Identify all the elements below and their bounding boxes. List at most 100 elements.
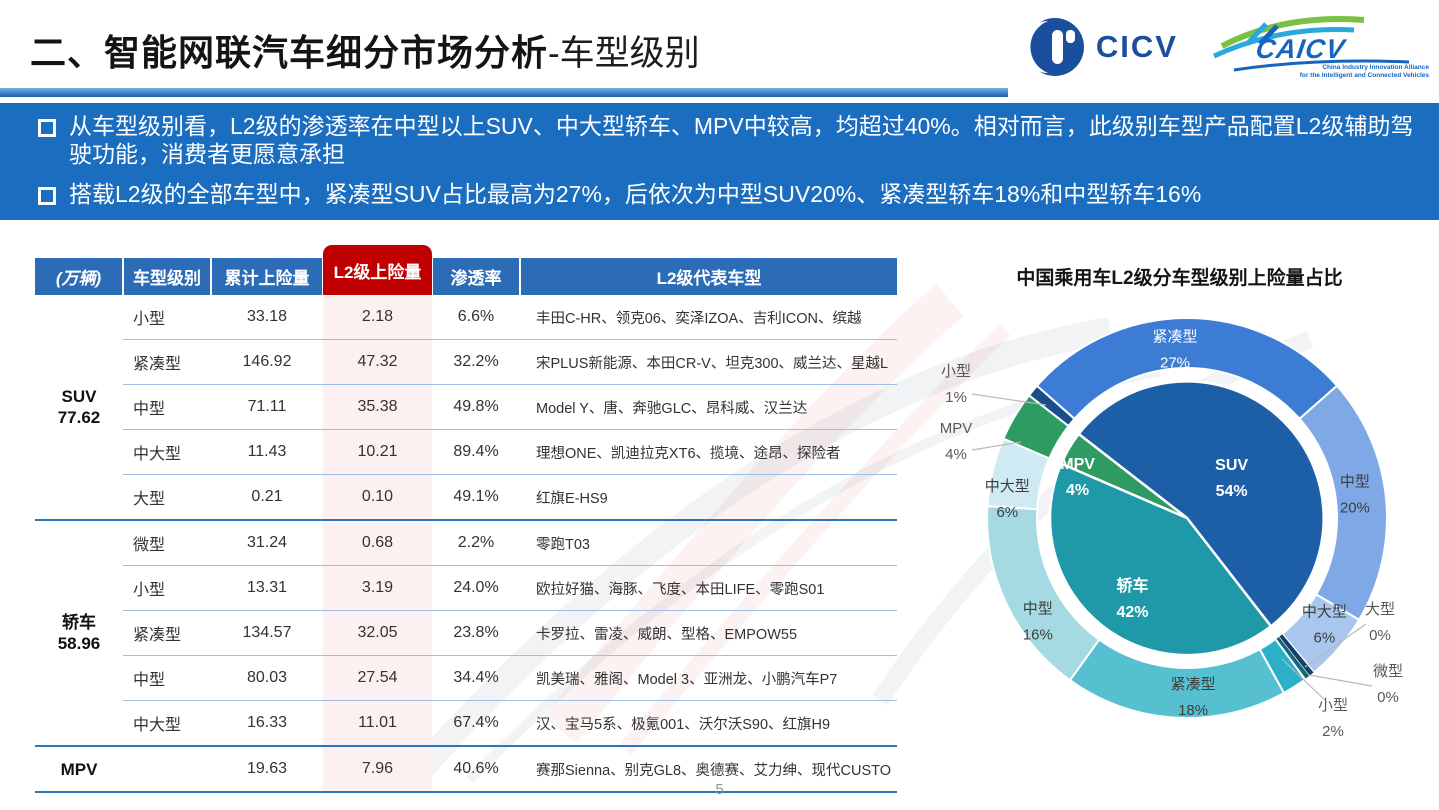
outer-label-紧凑型-18%: 18% (1178, 702, 1208, 719)
outer-label-中大型-6%: 6% (996, 504, 1018, 521)
leader-line-小型 (1281, 658, 1328, 703)
leader-line-微型 (1308, 674, 1373, 687)
outer-label-紧凑型-27%: 27% (1160, 354, 1190, 371)
l2-cell: 3.19 (323, 565, 432, 611)
donut-chart: 小型 1% 紧凑型 27% 中型 20% 中大型 6% 大型 0% 微型 0% 小型 2% 紧凑型 18% 中型… (940, 317, 1403, 740)
table-body: SUV 77.62 小型 33.18 2.18 6.6% 丰田C-HR、领克06、奕泽IZO… (35, 295, 897, 793)
col-header-vehicle-class: 车型级别 (122, 258, 211, 295)
caicv-logo-text: CAICV (1253, 34, 1348, 64)
cumulative-cell: 80.03 (211, 655, 323, 701)
group-label: MPV (35, 746, 123, 793)
models-cell: 丰田C-HR、领克06、奕泽IZOA、吉利ICON、缤越 (520, 295, 897, 340)
vehicle-class-cell (123, 746, 211, 793)
table-row: MPV 19.63 7.96 40.6% 赛那Sienna、别克GL8、奥德赛、艾力绅、… (35, 746, 897, 793)
table-row: SUV 77.62 小型 33.18 2.18 6.6% 丰田C-HR、领克06、奕泽IZO… (35, 295, 897, 521)
models-cell: 红旗E-HS9 (520, 474, 897, 521)
table-row: 小型 13.31 3.19 24.0% 欧拉好猫、海豚、飞度、本田LIFE、零跑S01 (35, 565, 897, 611)
vehicle-class-cell: 紧凑型 (123, 610, 211, 656)
caicv-logo: CAICV China Industry Innovation Alliance… (1204, 12, 1429, 82)
outer-label-紧凑型-27%: 紧凑型 (1152, 328, 1197, 345)
leader-line-小型 (971, 393, 1047, 406)
cumulative-cell: 31.24 (211, 520, 323, 566)
models-cell: 赛那Sienna、别克GL8、奥德赛、艾力绅、现代CUSTO (520, 746, 897, 793)
outer-label-微型-0%: 0% (1377, 689, 1399, 706)
l2-cell: 27.54 (323, 655, 432, 701)
outer-label-小型-1%: 小型 (941, 363, 971, 380)
outer-label-微型-0%: 微型 (1373, 663, 1403, 680)
col-header-cumulative: 累计上险量 (210, 258, 323, 295)
chart-panel: 中国乘用车L2级分车型级别上险量占比 小型 1% 紧凑型 27% 中型 20% 中大型 6% 大… (920, 255, 1439, 806)
col-header-penetration: 渗透率 (431, 258, 520, 295)
table-row: 大型 0.21 0.10 49.1% 红旗E-HS9 (35, 474, 897, 521)
outer-label-中型-20%: 20% (1340, 499, 1370, 516)
l2-cell: 35.38 (323, 384, 432, 430)
cumulative-cell: 33.18 (211, 295, 323, 340)
l2-cell: 11.01 (323, 700, 432, 747)
models-cell: 卡罗拉、雷凌、威朗、型格、EMPOW55 (520, 610, 897, 656)
leader-line-MPV (971, 441, 1022, 451)
vehicle-class-cell: 中型 (123, 655, 211, 701)
l2-cell: 10.21 (323, 429, 432, 475)
inner-label-轿车-42%: 42% (1116, 604, 1148, 621)
penetration-cell: 40.6% (432, 746, 520, 793)
models-cell: 宋PLUS新能源、本田CR-V、坦克300、威兰达、星越L (520, 339, 897, 385)
vehicle-class-cell: 中型 (123, 384, 211, 430)
table-row: 紧凑型 134.57 32.05 23.8% 卡罗拉、雷凌、威朗、型格、EMPOW55 (35, 610, 897, 656)
cumulative-cell: 0.21 (211, 474, 323, 521)
unit-note-header: (万辆) (35, 258, 123, 295)
penetration-cell: 49.1% (432, 474, 520, 521)
outer-label-小型-1%: 1% (945, 389, 967, 406)
inner-label-SUV-54%: 54% (1216, 483, 1248, 500)
cicv-logo: CICV (1023, 16, 1178, 78)
caicv-logo-caption: China Industry Innovation Alliance for t… (1299, 64, 1429, 79)
outer-label-中型-20%: 中型 (1340, 473, 1370, 490)
outer-label-小型-2%: 小型 (1318, 697, 1348, 714)
l2-highlight-header: L2级上险量 (323, 245, 432, 295)
outer-label-大型-0%: 大型 (1365, 601, 1395, 618)
outer-label-中型-16%: 16% (1023, 627, 1053, 644)
outer-label-MPV-4%: 4% (945, 446, 967, 463)
penetration-cell: 6.6% (432, 295, 520, 340)
inner-label-SUV-54%: SUV (1215, 457, 1248, 474)
table-row: 中大型 16.33 11.01 67.4% 汉、宝马5系、极氪001、沃尔沃S90、红旗… (35, 700, 897, 747)
leader-line-大型 (1304, 623, 1367, 668)
models-cell: 零跑T03 (520, 520, 897, 566)
group-label: 轿车 58.96 (35, 520, 123, 747)
table-row: 轿车 58.96 微型 31.24 0.68 2.2% 零跑T03 (35, 520, 897, 747)
col-header-models: L2级代表车型 (519, 258, 897, 295)
cumulative-cell: 71.11 (211, 384, 323, 430)
bullet-text: 搭载L2级的全部车型中，紧凑型SUV占比最高为27%，后依次为中型SUV20%、… (69, 181, 1202, 207)
cumulative-cell: 11.43 (211, 429, 323, 475)
chart-title: 中国乘用车L2级分车型级别上险量占比 (1016, 268, 1343, 289)
page-title: 二、智能网联汽车细分市场分析-车型级别 (30, 24, 700, 76)
penetration-cell: 32.2% (432, 339, 520, 385)
pie-slice-MPV-4% (1059, 432, 1188, 520)
inner-label-MPV-4%: MPV (1060, 456, 1095, 473)
pie-slice-SUV-54% (1076, 380, 1325, 629)
outer-label-中大型-6%: 中大型 (1302, 604, 1347, 621)
vehicle-class-cell: 中大型 (123, 429, 211, 475)
l2-cell: 0.10 (323, 474, 432, 521)
penetration-cell: 67.4% (432, 700, 520, 747)
penetration-cell: 49.8% (432, 384, 520, 430)
l2-market-table: (万辆) 车型级别 累计上险量 L2级上险量 渗透率 L2级代表车型 SUV 77… (35, 245, 897, 793)
table-row: 中型 71.11 35.38 49.8% Model Y、唐、奔驰GLC、昂科威、汉兰达 (35, 384, 897, 430)
l2-cell: 0.68 (323, 520, 432, 566)
vehicle-class-cell: 小型 (123, 565, 211, 611)
pie-slice-轿车-42% (1048, 461, 1273, 657)
logo-area: CICV CAICV China Industry Innovation All… (1023, 12, 1429, 82)
vehicle-class-cell: 紧凑型 (123, 339, 211, 385)
outer-label-中型-16%: 中型 (1023, 601, 1053, 618)
square-bullet-icon (38, 187, 56, 205)
vehicle-class-cell: 微型 (123, 520, 211, 566)
page-number: 5 (715, 781, 724, 798)
outer-label-中大型-6%: 6% (1314, 630, 1336, 647)
table-row: 中型 80.03 27.54 34.4% 凯美瑞、雅阁、Model 3、亚洲龙、小鹏汽车… (35, 655, 897, 701)
outer-label-MPV-4%: MPV (940, 420, 973, 437)
models-cell: 理想ONE、凯迪拉克XT6、揽境、途昂、探险者 (520, 429, 897, 475)
table-header-row: (万辆) 车型级别 累计上险量 L2级上险量 渗透率 L2级代表车型 (35, 245, 897, 295)
penetration-cell: 34.4% (432, 655, 520, 701)
bullet-item: 从车型级别看，L2级的渗透率在中型以上SUV、中大型轿车、MPV中较高，均超过4… (38, 112, 1415, 168)
summary-panel: 从车型级别看，L2级的渗透率在中型以上SUV、中大型轿车、MPV中较高，均超过4… (0, 103, 1439, 220)
cumulative-cell: 13.31 (211, 565, 323, 611)
